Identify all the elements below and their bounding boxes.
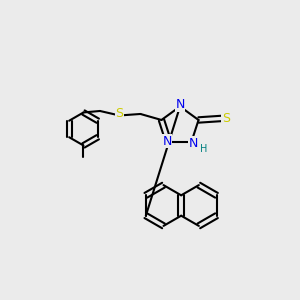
Text: H: H (200, 144, 208, 154)
Text: S: S (116, 107, 124, 121)
Text: N: N (162, 135, 172, 148)
Text: S: S (222, 112, 230, 125)
Text: N: N (188, 137, 198, 150)
Text: N: N (175, 98, 185, 112)
